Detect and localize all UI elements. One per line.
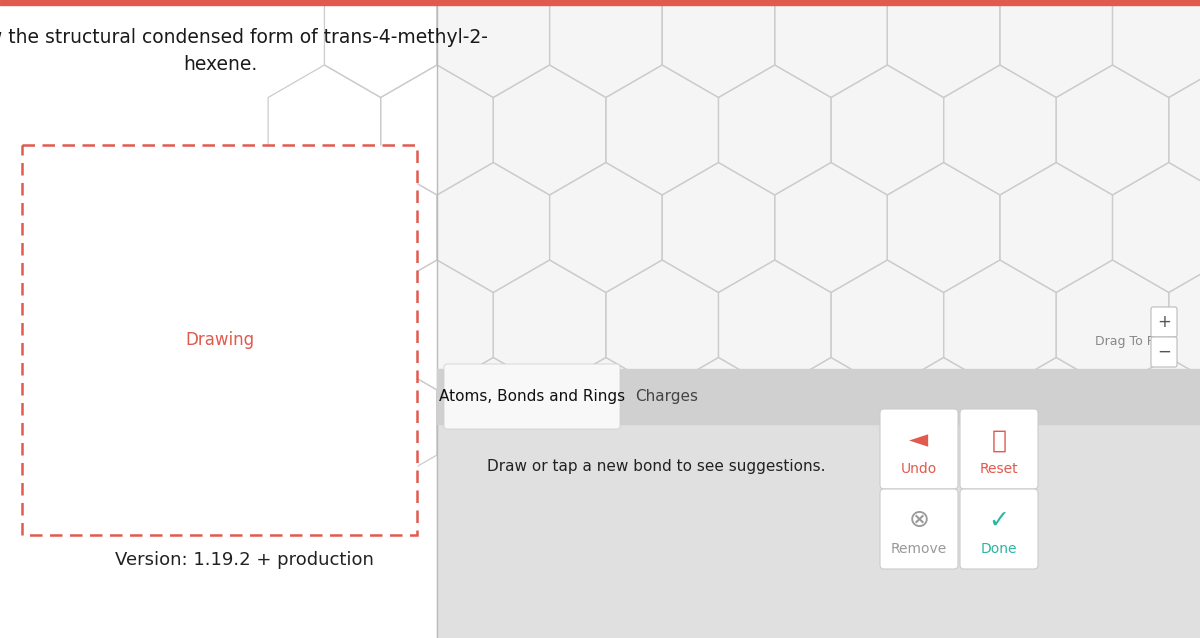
Bar bbox=[437, 424, 1200, 638]
FancyBboxPatch shape bbox=[1151, 307, 1177, 337]
Text: Remove: Remove bbox=[890, 542, 947, 556]
FancyBboxPatch shape bbox=[960, 489, 1038, 569]
Text: +: + bbox=[1157, 313, 1171, 331]
Bar bbox=[437, 369, 1200, 424]
FancyBboxPatch shape bbox=[880, 409, 958, 489]
FancyBboxPatch shape bbox=[880, 489, 958, 569]
Text: Draw or tap a new bond to see suggestions.: Draw or tap a new bond to see suggestion… bbox=[487, 459, 826, 473]
Text: Version: 1.19.2 + production: Version: 1.19.2 + production bbox=[115, 551, 374, 569]
Bar bbox=[0, 0, 1200, 5]
Text: Charges: Charges bbox=[636, 389, 698, 404]
Text: ◄: ◄ bbox=[910, 428, 929, 452]
Bar bbox=[0, 0, 437, 638]
Bar bbox=[437, 0, 1200, 638]
Text: Done: Done bbox=[980, 542, 1018, 556]
Text: −: − bbox=[1157, 343, 1171, 361]
Text: Reset: Reset bbox=[979, 462, 1019, 476]
Text: 🗑: 🗑 bbox=[991, 428, 1007, 452]
Text: Drawing: Drawing bbox=[186, 331, 254, 349]
Text: ⊗: ⊗ bbox=[908, 508, 930, 532]
FancyBboxPatch shape bbox=[960, 409, 1038, 489]
Text: ✓: ✓ bbox=[989, 508, 1009, 532]
FancyBboxPatch shape bbox=[1151, 337, 1177, 367]
Text: Atoms, Bonds and Rings: Atoms, Bonds and Rings bbox=[439, 389, 625, 404]
Text: Drag To Pan: Drag To Pan bbox=[1096, 334, 1169, 348]
FancyBboxPatch shape bbox=[22, 145, 418, 535]
Text: Draw the structural condensed form of trans-4-methyl-2-
hexene.: Draw the structural condensed form of tr… bbox=[0, 28, 487, 73]
Text: Undo: Undo bbox=[901, 462, 937, 476]
FancyBboxPatch shape bbox=[444, 364, 620, 429]
